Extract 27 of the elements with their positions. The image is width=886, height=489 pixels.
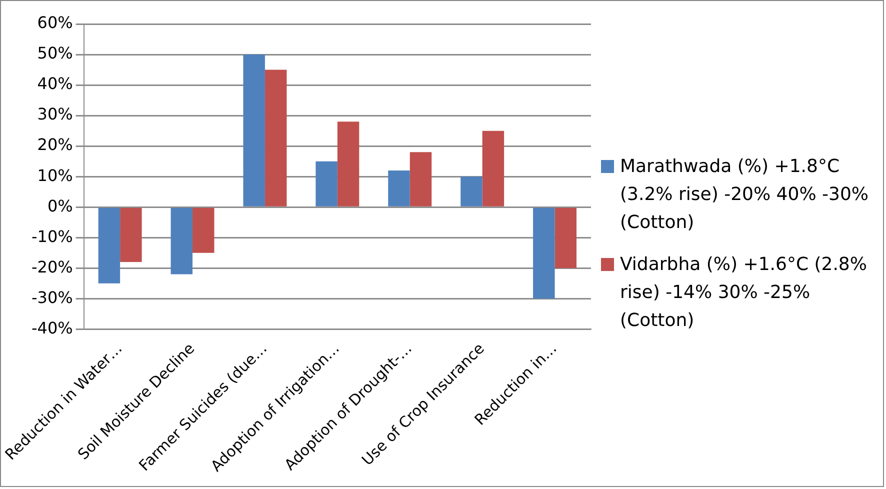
y-tick-label: 30% <box>37 104 73 124</box>
bar <box>192 207 214 252</box>
bar <box>482 130 504 206</box>
y-tick-label: 20% <box>37 134 73 154</box>
y-tick-label: -40% <box>31 318 73 337</box>
y-tick-label: 0% <box>47 196 73 215</box>
y-tick-label: 40% <box>37 74 73 93</box>
bar <box>460 176 482 206</box>
y-tick-label: 10% <box>37 165 73 184</box>
bar <box>388 170 410 206</box>
bar <box>554 207 577 268</box>
y-tick-label: -30% <box>31 287 73 306</box>
bar <box>98 207 120 283</box>
y-tick-label: -10% <box>31 226 73 246</box>
y-tick-label: 60% <box>37 12 73 32</box>
legend-label: Vidarbha (%) +1.6°C (2.8% rise) -14% 30% -25% (Cotton) <box>620 252 868 332</box>
bar <box>533 207 555 298</box>
bar <box>243 54 265 206</box>
bar <box>170 207 193 274</box>
bar <box>120 207 142 262</box>
legend-label: Marathwada (%) +1.8°C (3.2% rise) -20% 40% -30% (Cotton) <box>620 154 870 234</box>
bar <box>316 160 338 206</box>
bar <box>410 152 432 206</box>
y-tick-label: -20% <box>31 256 73 276</box>
bar <box>264 69 287 206</box>
bar <box>337 121 360 206</box>
y-tick-label: 50% <box>37 43 73 62</box>
